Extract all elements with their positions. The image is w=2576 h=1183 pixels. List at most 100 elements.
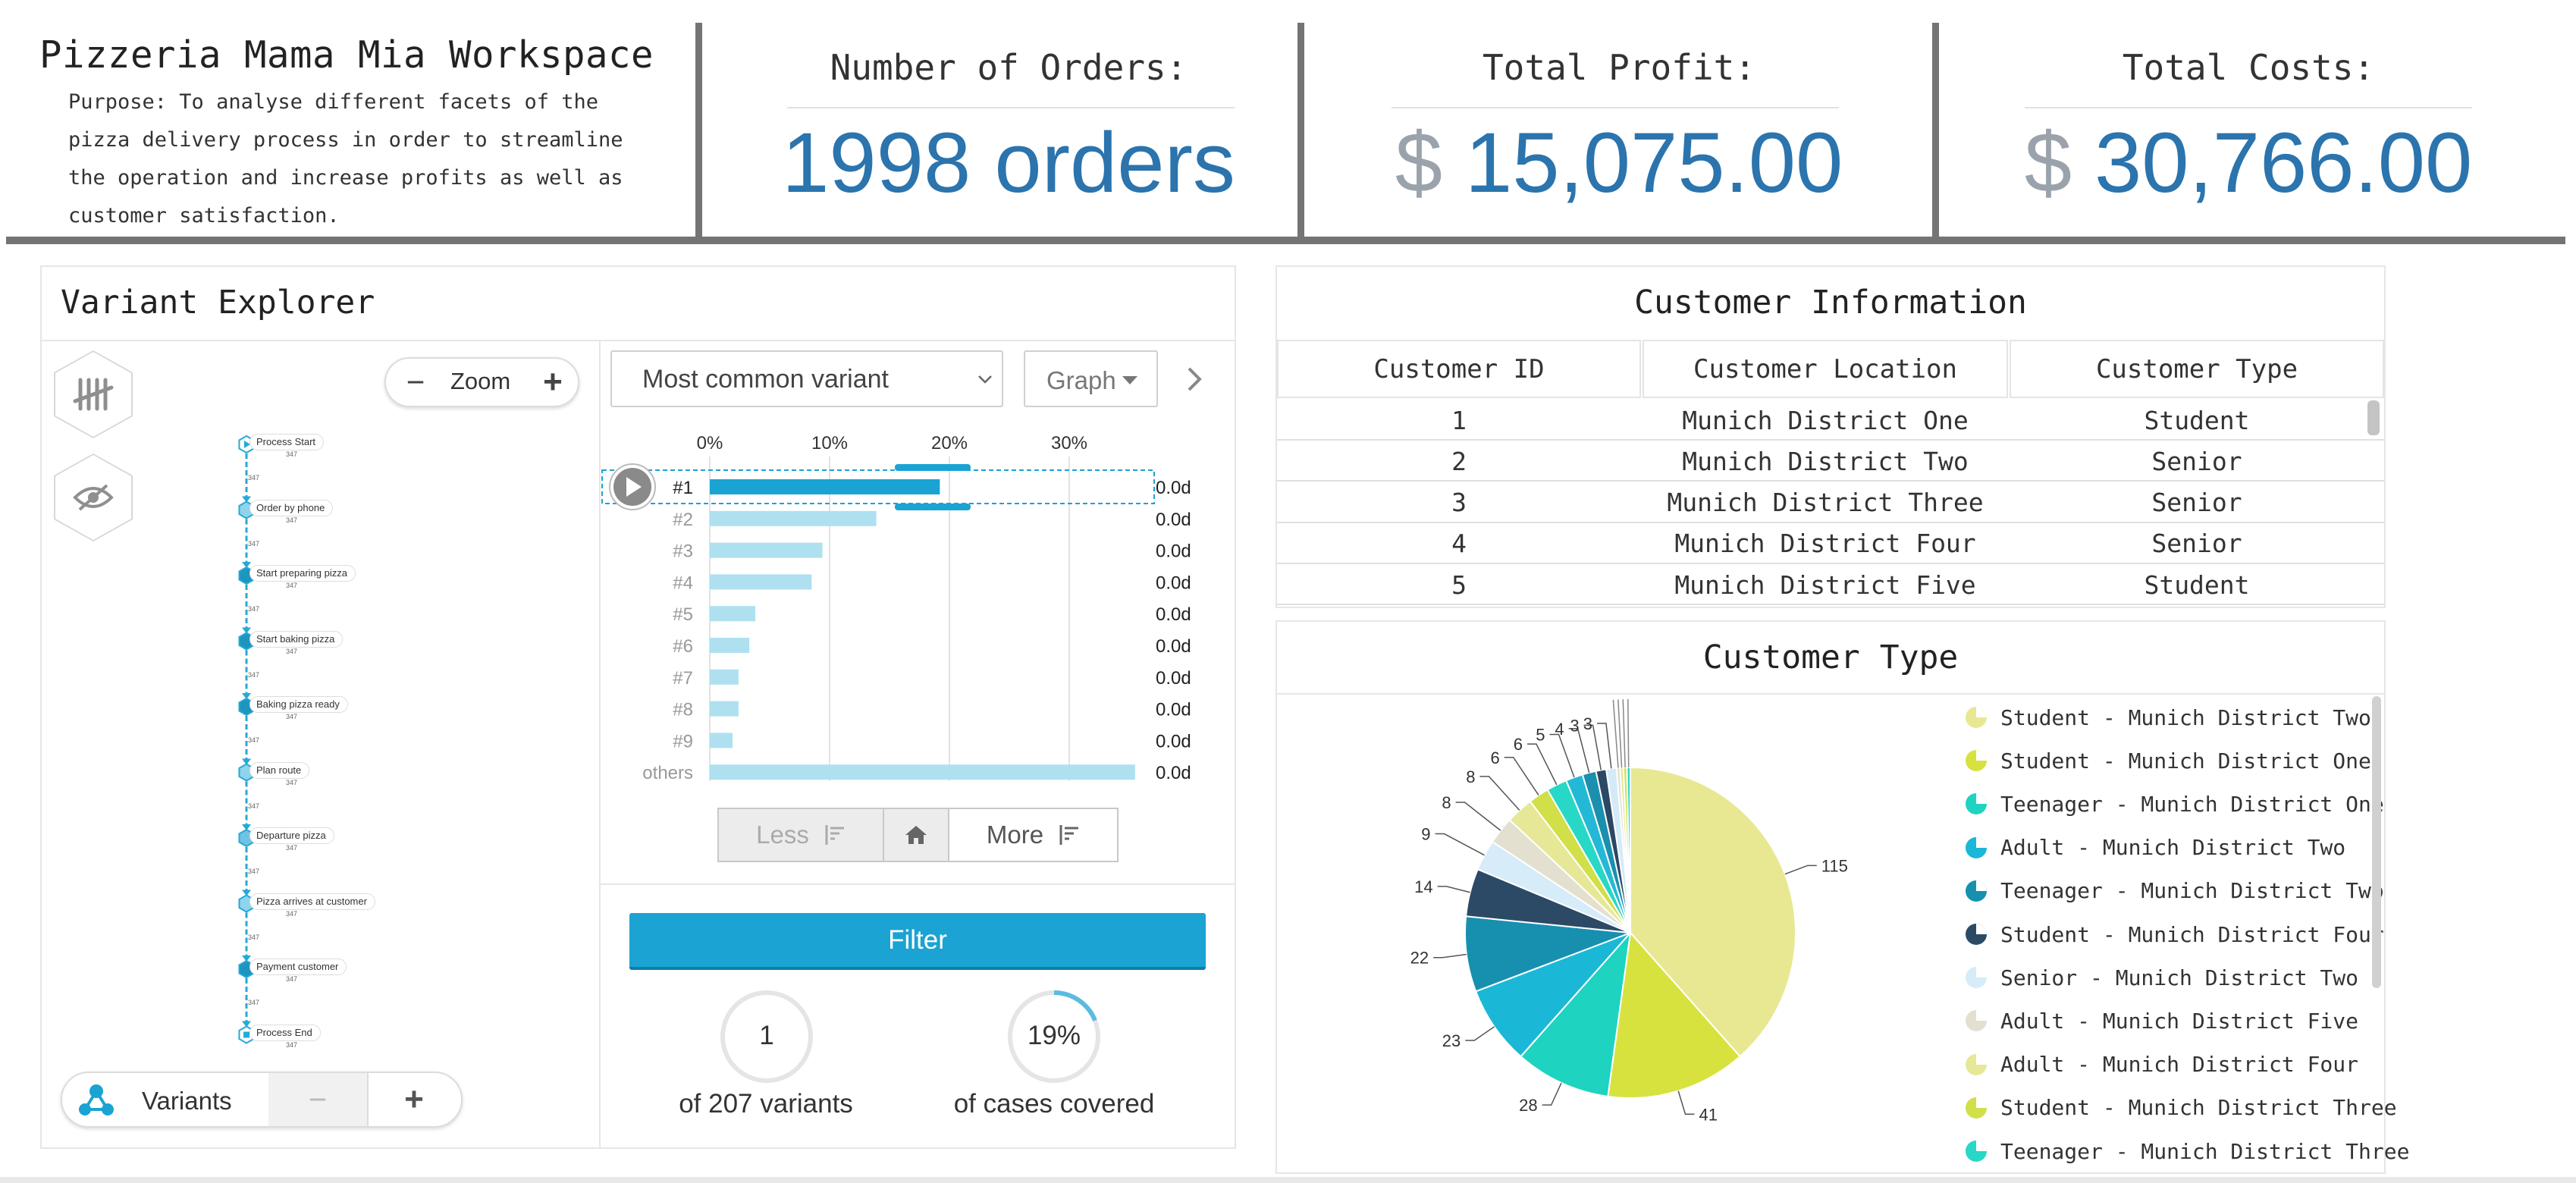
variant-bar[interactable] (710, 764, 1135, 780)
range-handle-bottom[interactable] (895, 504, 971, 510)
variant-bar[interactable] (710, 479, 940, 494)
more-variants-button[interactable]: More (948, 808, 1119, 862)
pie-value-label: 28 (1519, 1096, 1537, 1115)
axis-tick-label: 20% (931, 433, 968, 453)
process-node-label[interactable]: Order by phone (249, 499, 334, 516)
variant-mode-select[interactable]: Most common variant (610, 350, 1003, 407)
pie-slice-icon (1966, 880, 1987, 902)
legend-item[interactable]: Adult - Munich District Four (1966, 1050, 2358, 1080)
process-node-label[interactable]: Process End (249, 1024, 321, 1041)
pie-leader-line (1677, 1090, 1695, 1116)
variant-duration-label: 0.0d (1156, 636, 1191, 657)
variant-duration-label: 0.0d (1156, 668, 1191, 689)
legend-item[interactable]: Teenager - Munich District One (1966, 789, 2384, 819)
variant-explorer-title: Variant Explorer (61, 284, 375, 322)
legend-item[interactable]: Adult - Munich District Five (1966, 1006, 2358, 1036)
pie-leader-line (1622, 699, 1626, 768)
kpi-divider (1932, 23, 1939, 239)
view-mode-select[interactable]: Graph (1024, 350, 1158, 407)
zoom-in-button[interactable]: + (543, 363, 563, 400)
process-node-label[interactable]: Baking pizza ready (249, 696, 348, 713)
process-node-label[interactable]: Start baking pizza (249, 630, 344, 648)
pie-leader-line (1617, 699, 1623, 768)
table-row[interactable]: 4 Munich District Four Senior (1277, 523, 2384, 564)
pie-wedge-cut (1976, 750, 1987, 761)
variants-label: Variants (142, 1087, 232, 1115)
process-node-label[interactable]: Payment customer (249, 959, 347, 975)
costs-kpi-number: 30,766.00 (2094, 115, 2473, 210)
process-node-label[interactable]: Departure pizza (249, 827, 334, 844)
visibility-toggle-button[interactable] (55, 455, 131, 540)
legend-item[interactable]: Adult - Munich District Two (1966, 833, 2345, 863)
legend-item[interactable]: Student - Munich District One (1966, 745, 2371, 776)
table-cell: Munich District Two (1682, 446, 1969, 476)
variants-increase-button[interactable]: + (367, 1073, 460, 1126)
legend-item[interactable]: Senior - Munich District Two (1966, 962, 2358, 993)
edge-arrow (242, 890, 251, 896)
edge-arrow (242, 824, 251, 830)
pie-slice[interactable] (1474, 932, 1631, 1058)
variant-bar[interactable] (710, 733, 733, 748)
axis-tick-label: 30% (1051, 433, 1087, 453)
kpi-separator (2025, 107, 2472, 108)
pie-slice[interactable] (1520, 930, 1632, 1098)
process-node-label[interactable]: Start preparing pizza (249, 565, 356, 582)
variant-bar[interactable] (710, 542, 823, 558)
variants-decrease-button[interactable]: − (268, 1073, 367, 1126)
currency-symbol: $ (1395, 115, 1443, 210)
home-button[interactable] (883, 808, 949, 862)
panel-divider (1277, 693, 2384, 695)
variant-bar[interactable] (710, 638, 750, 653)
header-kpi-bar: Pizzeria Mama Mia Workspace Purpose: To … (0, 0, 2576, 250)
process-node-label[interactable]: Process Start (249, 434, 325, 450)
table-cell: 3 (1451, 488, 1467, 518)
variant-bar[interactable] (710, 606, 756, 622)
legend-scrollbar[interactable] (2372, 696, 2381, 988)
coverage-arc (1053, 990, 1097, 1021)
table-cell: Student (2144, 570, 2250, 600)
variant-bar[interactable] (710, 510, 877, 526)
less-variants-button[interactable]: Less (717, 808, 884, 862)
variant-bar[interactable] (710, 669, 739, 685)
pie-leader-line (1435, 833, 1485, 856)
kpi-separator (1392, 107, 1839, 108)
pie-slice[interactable] (1630, 766, 1796, 1058)
table-row[interactable]: 2 Munich District Two Senior (1277, 441, 2384, 482)
variant-bar[interactable] (710, 574, 812, 590)
variant-bar[interactable] (710, 701, 739, 717)
legend-item[interactable]: Teenager - Munich District Two (1966, 876, 2384, 906)
orders-kpi-number: 1998 orders (782, 115, 1235, 210)
legend-item[interactable]: Student - Munich District Three (1966, 1093, 2397, 1123)
pie-value-label: 14 (1414, 877, 1432, 896)
pie-wedge-cut (1976, 924, 1987, 934)
legend-item[interactable]: Teenager - Munich District Three (1966, 1136, 2409, 1166)
zoom-out-button[interactable]: − (406, 364, 425, 400)
pie-wedge-cut (1976, 836, 1987, 848)
table-scrollbar[interactable] (2367, 400, 2380, 435)
variant-rank-label: others (642, 763, 693, 783)
filter-button[interactable]: Filter (629, 913, 1206, 970)
pie-leader-line (1627, 699, 1630, 768)
pie-slice-icon (1966, 1010, 1987, 1032)
column-header-customer-location[interactable]: Customer Location (1643, 340, 2008, 398)
column-header-customer-type[interactable]: Customer Type (2010, 340, 2384, 398)
pie-slice[interactable] (1464, 915, 1631, 993)
table-row[interactable]: 5 Munich District Five Student (1277, 564, 2384, 606)
chevron-right-icon[interactable] (1184, 366, 1204, 393)
legend-item[interactable]: Student - Munich District Four (1966, 919, 2384, 949)
pie-value-label: 3 (1570, 716, 1579, 735)
legend-label: Student - Munich District Three (2000, 1095, 2397, 1121)
table-row[interactable]: 3 Munich District Three Senior (1277, 482, 2384, 523)
bottom-rule (0, 1177, 2576, 1183)
range-handle-top[interactable] (895, 464, 971, 471)
caret-down-icon (1122, 376, 1137, 384)
pie-value-label: 23 (1442, 1031, 1461, 1050)
pie-leader-line (1437, 886, 1470, 893)
edge-arrow (242, 758, 251, 765)
orders-kpi-label: Number of Orders: (830, 47, 1188, 88)
column-header-customer-id[interactable]: Customer ID (1277, 340, 1641, 398)
process-node-label[interactable]: Plan route (249, 761, 310, 779)
table-row[interactable]: 1 Munich District One Student (1277, 400, 2384, 441)
legend-item[interactable]: Student - Munich District Two (1966, 702, 2371, 733)
process-node-label[interactable]: Pizza arrives at customer (249, 893, 375, 910)
